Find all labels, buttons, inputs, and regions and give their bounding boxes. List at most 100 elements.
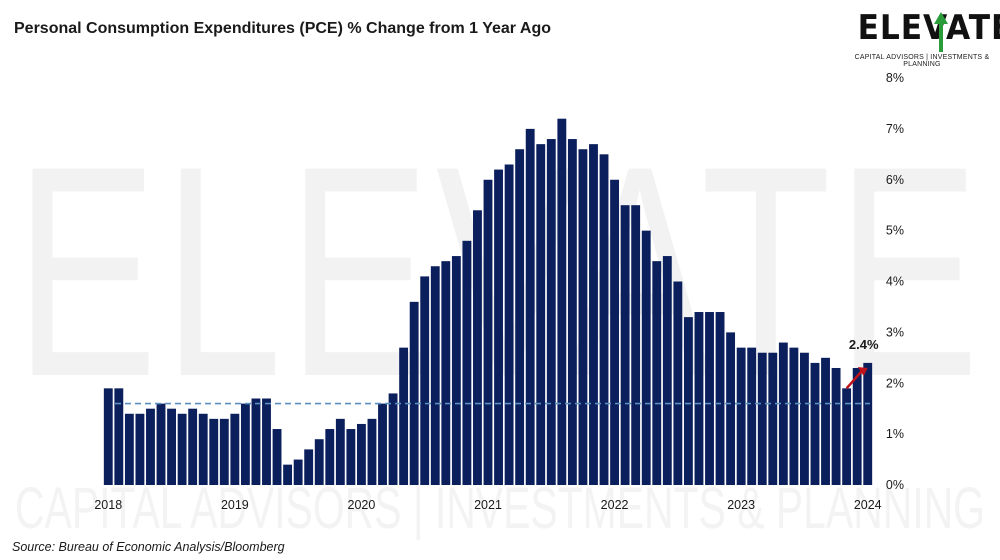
bar bbox=[567, 139, 577, 486]
bar bbox=[367, 418, 377, 485]
bar bbox=[800, 352, 809, 485]
bar bbox=[515, 149, 525, 486]
bar bbox=[293, 459, 303, 485]
logo-wordmark: ELEVATE bbox=[857, 8, 1000, 48]
y-tick-label: 1% bbox=[886, 427, 904, 441]
bar bbox=[304, 449, 314, 485]
bar bbox=[504, 164, 514, 486]
bar bbox=[641, 230, 651, 486]
bar bbox=[219, 418, 229, 485]
bar bbox=[409, 301, 419, 485]
bar bbox=[536, 144, 546, 485]
y-tick-label: 7% bbox=[886, 122, 904, 136]
bar bbox=[683, 317, 693, 485]
bar bbox=[283, 464, 293, 485]
bar bbox=[188, 408, 198, 485]
bar bbox=[483, 179, 493, 485]
bar bbox=[525, 128, 535, 486]
bar bbox=[810, 362, 820, 485]
trend-arrow-icon bbox=[845, 367, 868, 390]
logo-arrow-icon bbox=[934, 12, 948, 52]
bar bbox=[578, 149, 588, 486]
y-tick-label: 2% bbox=[886, 376, 904, 390]
x-tick-label: 2022 bbox=[601, 498, 629, 512]
bar bbox=[610, 179, 620, 485]
y-tick-label: 3% bbox=[886, 325, 904, 339]
bar bbox=[430, 266, 440, 485]
bar bbox=[778, 342, 788, 485]
bar bbox=[251, 398, 261, 485]
bar bbox=[546, 139, 556, 486]
bar bbox=[272, 429, 282, 485]
bar bbox=[473, 210, 482, 485]
source-note: Source: Bureau of Economic Analysis/Bloo… bbox=[12, 540, 285, 554]
bar bbox=[821, 357, 830, 485]
bar bbox=[103, 388, 113, 485]
bar bbox=[494, 169, 503, 485]
y-tick-label: 8% bbox=[886, 71, 904, 85]
bar bbox=[240, 403, 250, 485]
y-axis: 0% 1% 2% 3% 4% 5% 6% 7% 8% bbox=[886, 71, 904, 492]
y-tick-label: 0% bbox=[886, 478, 904, 492]
bar bbox=[346, 429, 356, 485]
x-tick-label: 2021 bbox=[474, 498, 502, 512]
bar bbox=[715, 312, 725, 485]
y-tick-label: 4% bbox=[886, 275, 904, 289]
bar bbox=[420, 276, 430, 485]
bar bbox=[156, 403, 166, 485]
bar bbox=[589, 144, 598, 485]
bar bbox=[705, 312, 714, 485]
bar bbox=[557, 118, 567, 485]
x-tick-label: 2020 bbox=[348, 498, 376, 512]
bar bbox=[694, 312, 704, 485]
bar bbox=[662, 256, 672, 485]
bar bbox=[726, 332, 736, 486]
bar bbox=[135, 413, 145, 485]
x-tick-label: 2018 bbox=[94, 498, 122, 512]
bar bbox=[335, 418, 345, 485]
bar bbox=[852, 367, 862, 485]
x-tick-label: 2023 bbox=[727, 498, 755, 512]
bar bbox=[177, 413, 187, 485]
x-tick-label: 2024 bbox=[854, 498, 882, 512]
bar bbox=[399, 347, 409, 485]
bar bbox=[831, 367, 841, 485]
bar bbox=[314, 439, 324, 485]
bar bbox=[631, 205, 641, 485]
trend-arrow-head bbox=[857, 367, 868, 376]
bar bbox=[789, 347, 799, 485]
bar bbox=[356, 423, 366, 485]
bar bbox=[863, 362, 873, 485]
bar bbox=[620, 205, 630, 485]
bar bbox=[230, 413, 240, 485]
bar bbox=[378, 403, 387, 485]
chart-title: Personal Consumption Expenditures (PCE) … bbox=[14, 20, 551, 37]
bar-series bbox=[103, 118, 873, 486]
bar bbox=[462, 240, 472, 485]
bar bbox=[167, 408, 176, 485]
bar bbox=[441, 261, 451, 485]
bar bbox=[325, 429, 335, 485]
y-tick-label: 6% bbox=[886, 173, 904, 187]
bar bbox=[198, 413, 208, 485]
bar bbox=[736, 347, 746, 485]
bar bbox=[262, 398, 271, 485]
bar bbox=[768, 352, 778, 485]
bar bbox=[451, 256, 461, 485]
x-tick-label: 2019 bbox=[221, 498, 249, 512]
trend-arrow-shaft bbox=[845, 369, 864, 390]
bar bbox=[747, 347, 757, 485]
bar bbox=[114, 388, 124, 485]
bar bbox=[757, 352, 767, 485]
y-tick-label: 5% bbox=[886, 224, 904, 238]
logo-tagline: CAPITAL ADVISORS | INVESTMENTS & PLANNIN… bbox=[854, 54, 990, 68]
bar bbox=[124, 413, 134, 485]
bar bbox=[673, 281, 683, 485]
bar bbox=[388, 393, 398, 485]
latest-value-label: 2.4% bbox=[849, 337, 879, 352]
bar bbox=[842, 388, 852, 485]
bar bbox=[209, 418, 219, 485]
bar bbox=[652, 261, 662, 485]
bar bbox=[599, 154, 609, 485]
